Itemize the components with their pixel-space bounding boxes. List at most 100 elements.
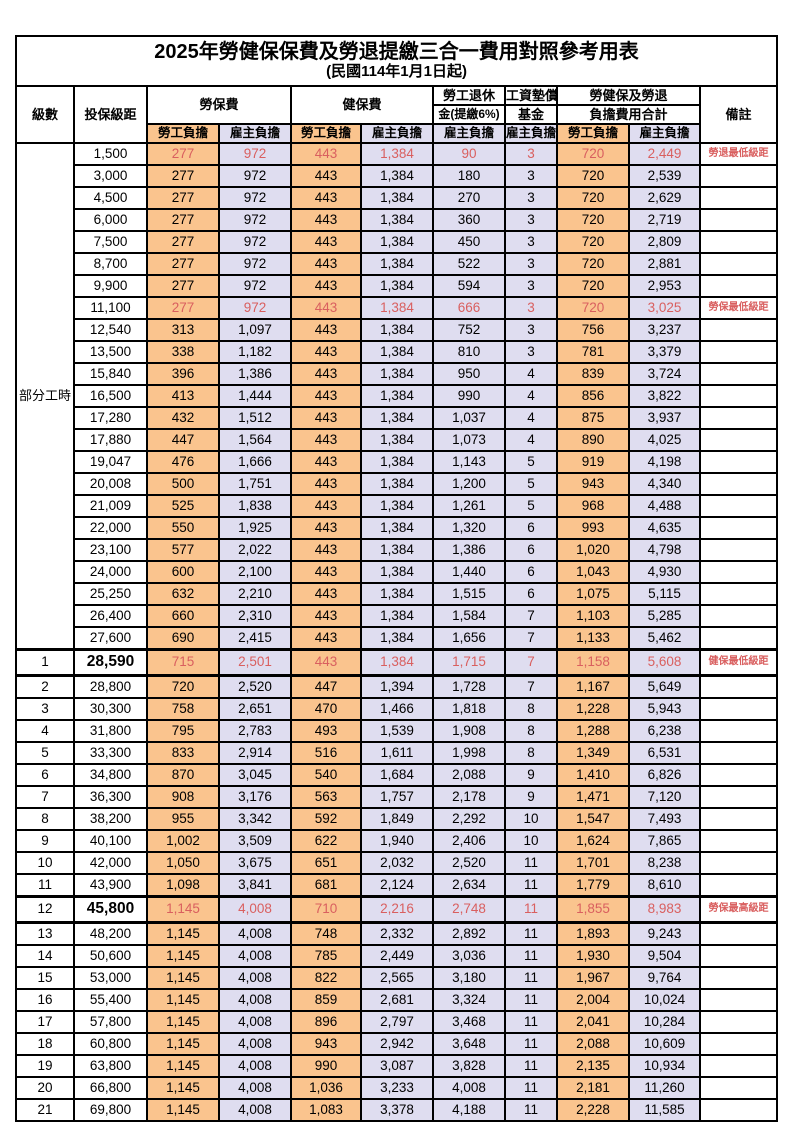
value-cell: 594 [432,274,506,298]
value-cell: 277 [146,230,220,254]
value-cell: 972 [218,296,292,320]
bracket-cell: 23,100 [73,538,148,562]
value-cell: 4,340 [628,472,701,496]
value-cell: 3 [504,164,558,188]
value-cell: 10 [504,807,558,831]
value-cell: 5 [504,472,558,496]
value-cell: 720 [556,274,630,298]
value-cell: 277 [146,274,220,298]
value-cell: 2,797 [360,1010,434,1034]
value-cell: 1,940 [360,829,434,853]
value-cell: 1,715 [432,648,506,677]
value-cell: 990 [432,384,506,408]
bracket-cell: 13,500 [73,340,148,364]
value-cell: 443 [290,318,362,342]
bracket-cell: 8,700 [73,252,148,276]
value-cell: 11 [504,895,558,924]
table-row: 14 50,600 1,145 4,008 785 2,449 3,036 11 1,930 9,… [15,944,779,968]
value-cell: 3 [504,340,558,364]
table-row: 21 69,800 1,145 4,008 1,083 3,378 4,188 11 2,228… [15,1098,779,1122]
value-cell: 1,908 [432,719,506,743]
value-cell: 550 [146,516,220,540]
value-cell: 277 [146,186,220,210]
value-cell: 4,008 [218,944,292,968]
value-cell: 2,634 [432,873,506,898]
value-cell: 432 [146,406,220,430]
table-row: 1 28,590 715 2,501 443 1,384 1,715 7 1,158 5,608 健… [15,648,779,677]
value-cell: 277 [146,142,220,166]
value-cell: 7 [504,648,558,677]
bracket-cell: 36,300 [73,785,148,809]
value-cell: 277 [146,164,220,188]
table-row: 8,700 277 972 443 1,384 522 3 720 2,881 [16,252,779,276]
value-cell: 2,953 [628,274,701,298]
value-cell: 443 [290,252,362,276]
value-cell: 3 [504,142,558,166]
header-total-line2: 負擔費用合計 [556,104,701,125]
value-cell: 443 [290,362,362,386]
value-cell: 2,310 [218,604,292,628]
value-cell: 443 [290,296,362,320]
header-wage-fund-line1: 工資墊償 [504,85,558,106]
remark-cell [698,406,779,430]
level-cell: 12 [15,895,75,924]
level-cell: 18 [15,1032,75,1056]
value-cell: 1,728 [432,674,506,699]
value-cell: 500 [146,472,220,496]
value-cell: 443 [290,648,362,677]
value-cell: 1,384 [360,340,434,364]
value-cell: 443 [290,142,362,166]
value-cell: 1,666 [218,450,292,474]
bracket-cell: 55,400 [73,988,148,1012]
value-cell: 4,008 [218,966,292,990]
value-cell: 443 [290,494,362,518]
value-cell: 443 [290,582,362,606]
value-cell: 1,440 [432,560,506,584]
remark-cell [698,164,779,188]
value-cell: 516 [290,741,362,765]
value-cell: 2,004 [556,988,630,1012]
value-cell: 277 [146,208,220,232]
title-row: 2025年勞健保保費及勞退提繳三合一費用對照參考用表 (民國114年1月1日起) [14,35,779,87]
value-cell: 1,967 [556,966,630,990]
table-row: 部分工時 1,500 277 972 443 1,384 90 3 720 2,449 勞退最低級距 [15,142,779,651]
value-cell: 5 [504,450,558,474]
value-cell: 443 [290,538,362,562]
value-cell: 1,751 [218,472,292,496]
value-cell: 7 [504,604,558,628]
value-cell: 277 [146,252,220,276]
remark-cell [698,362,779,386]
value-cell: 1,384 [360,560,434,584]
value-cell: 1,384 [360,230,434,254]
value-cell: 1,384 [360,450,434,474]
value-cell: 11 [504,988,558,1012]
table-row: 6 34,800 870 3,045 540 1,684 2,088 9 1,410 6,826 [15,763,779,787]
value-cell: 563 [290,785,362,809]
value-cell: 4,008 [218,895,292,924]
table-row: 21,009 525 1,838 443 1,384 1,261 5 968 4,488 [16,494,779,518]
value-cell: 4,635 [628,516,701,540]
value-cell: 2,124 [360,873,434,898]
value-cell: 4 [504,384,558,408]
value-cell: 1,167 [556,674,630,699]
value-cell: 7 [504,626,558,651]
value-cell: 11 [504,944,558,968]
value-cell: 972 [218,208,292,232]
value-cell: 3,509 [218,829,292,853]
remark-cell [698,1098,779,1122]
value-cell: 1,757 [360,785,434,809]
value-cell: 681 [290,873,362,898]
value-cell: 1,466 [360,697,434,721]
bracket-cell: 3,000 [73,164,148,188]
value-cell: 11 [504,1098,558,1122]
bracket-cell: 4,500 [73,186,148,210]
header-total-employee: 勞工負擔 [556,123,630,144]
remark-cell [698,763,779,787]
value-cell: 3,724 [628,362,701,386]
table-row: 25,250 632 2,210 443 1,384 1,515 6 1,075 5,115 [16,582,779,606]
value-cell: 1,182 [218,340,292,364]
value-cell: 5,462 [628,626,701,651]
value-cell: 8 [504,697,558,721]
table-row: 22,000 550 1,925 443 1,384 1,320 6 993 4,635 [16,516,779,540]
value-cell: 11 [504,873,558,898]
